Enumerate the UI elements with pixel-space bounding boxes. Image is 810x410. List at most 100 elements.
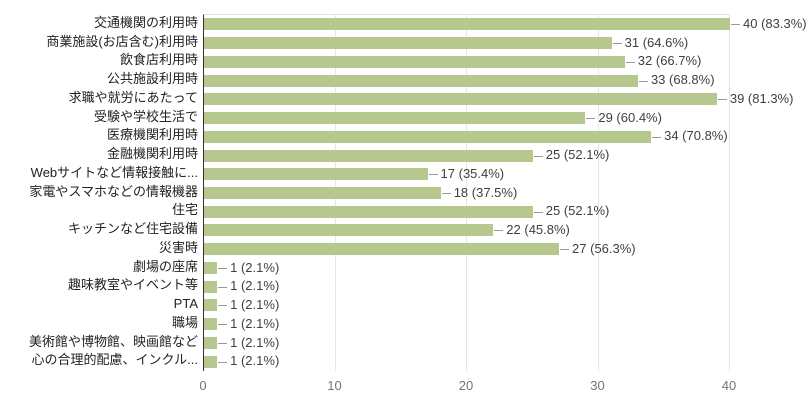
bar: [204, 37, 612, 50]
category-label: PTA: [173, 296, 198, 312]
bar-row: 34 (70.8%): [204, 127, 730, 146]
annotation-stem: [218, 324, 228, 326]
bar-row: 17 (35.4%): [204, 165, 730, 184]
annotation-stem: [218, 342, 228, 344]
bar-annotation: 22 (45.8%): [506, 222, 570, 238]
bar-row: 1 (2.1%): [204, 259, 730, 278]
bar: [204, 168, 428, 181]
bar-row: 1 (2.1%): [204, 277, 730, 296]
bar: [204, 55, 625, 68]
annotation-stem: [638, 80, 648, 82]
category-label: 災害時: [158, 239, 198, 255]
bar-row: 29 (60.4%): [204, 109, 730, 128]
bar-row: 1 (2.1%): [204, 296, 730, 315]
annotation-stem: [625, 61, 635, 63]
annotation-stem: [586, 118, 596, 120]
bar-row: 32 (66.7%): [204, 52, 730, 71]
gridline: [466, 15, 467, 371]
x-axis-tick-label: 40: [721, 378, 737, 393]
annotation-stem: [533, 155, 543, 157]
bar: [204, 149, 533, 162]
gridline: [729, 15, 730, 371]
bar-row: 25 (52.1%): [204, 202, 730, 221]
annotation-stem: [560, 249, 570, 251]
bar-row: 18 (37.5%): [204, 184, 730, 203]
bar-annotation: 29 (60.4%): [598, 109, 662, 125]
category-label: 劇場の座席: [132, 258, 198, 274]
bar: [204, 18, 730, 31]
bar-annotation: 40 (83.3%): [743, 16, 807, 31]
bar-annotation: 32 (66.7%): [637, 53, 702, 69]
category-label: 金融機関利用時: [106, 146, 198, 162]
bar: [204, 93, 717, 106]
category-label: 家電やスマホなどの情報機器: [29, 183, 198, 199]
category-label: 求職や就労にあたって: [68, 89, 198, 105]
x-axis-tick-label: 0: [199, 378, 207, 393]
annotation-stem: [731, 24, 740, 26]
bar-annotation: 1 (2.1%): [230, 353, 280, 369]
category-label: 趣味教室やイベント等: [67, 277, 198, 293]
category-label: 医療機関利用時: [106, 127, 198, 143]
annotation-stem: [612, 43, 622, 45]
bar-annotation: 1 (2.1%): [230, 278, 280, 294]
bar: [204, 130, 652, 143]
category-label: 交通機関の利用時: [93, 15, 198, 30]
x-axis-tick-label: 10: [327, 378, 342, 393]
annotation-stem: [218, 267, 228, 269]
x-axis: 0 10 20 30 40: [199, 370, 736, 400]
annotation-stem: [494, 230, 504, 232]
bar: [204, 280, 218, 293]
category-label: Webサイトなど情報接触に...: [30, 164, 198, 180]
bar-annotation: 1 (2.1%): [230, 334, 280, 350]
category-label: 住宅: [171, 202, 198, 218]
annotation-stem: [717, 99, 727, 101]
bar: [204, 318, 218, 331]
bar-row: 39 (81.3%): [204, 90, 793, 109]
x-axis-tick-label: 30: [590, 378, 605, 393]
bar-row: 31 (64.6%): [204, 34, 730, 53]
bar-annotation: 31 (64.6%): [624, 34, 689, 50]
bar: [204, 224, 494, 237]
bar-annotation: 39 (81.3%): [729, 90, 794, 106]
category-label: 受験や学校生活で: [93, 108, 198, 124]
category-label: 職場: [171, 314, 198, 330]
bar: [204, 355, 218, 368]
category-label: 商業施設(お店含む)利用時: [46, 33, 198, 49]
bar-row: 1 (2.1%): [204, 334, 730, 353]
annotation-stem: [428, 174, 438, 176]
bar-annotation: 34 (70.8%): [664, 128, 728, 144]
bar-annotation: 1 (2.1%): [230, 315, 280, 331]
bar-annotation: 1 (2.1%): [230, 297, 280, 313]
x-axis-tick-label: 20: [458, 378, 474, 393]
bar-row: 1 (2.1%): [204, 315, 730, 334]
bar-row: 1 (2.1%): [204, 352, 730, 371]
plot-area: 40 (83.3%) 31 (64.6%) 32 (66.7%) 33 (68.8%)…: [203, 14, 807, 371]
category-label: 美術館や博物館、映画館など: [28, 333, 198, 349]
category-labels-column: 交通機関の利用時商業施設(お店含む)利用時飲食店利用時公共施設利用時求職や就労に…: [0, 14, 198, 370]
bar: [204, 112, 586, 125]
gridline: [597, 15, 599, 371]
bar: [204, 74, 638, 87]
bar-annotation: 33 (68.8%): [650, 72, 715, 88]
bar-annotation: 18 (37.5%): [453, 184, 518, 200]
bar-row: 40 (83.3%): [204, 15, 807, 34]
annotation-stem: [218, 305, 228, 307]
bar-row: 22 (45.8%): [204, 221, 730, 240]
annotation-stem: [218, 361, 228, 363]
annotation-stem: [441, 192, 451, 194]
bar-row: 25 (52.1%): [204, 146, 730, 165]
bar: [204, 243, 560, 256]
category-label: 心の合理的配慮、インクル...: [31, 352, 198, 368]
category-label: 飲食店利用時: [119, 52, 198, 68]
bar-annotation: 17 (35.4%): [440, 165, 505, 181]
bar: [204, 261, 218, 274]
category-label: 公共施設利用時: [106, 71, 198, 87]
annotation-stem: [533, 211, 543, 213]
category-label: キッチンなど住宅設備: [67, 221, 198, 237]
bar-annotation: 25 (52.1%): [545, 147, 610, 163]
bar: [204, 186, 441, 199]
annotation-stem: [218, 286, 228, 288]
bar: [204, 336, 218, 349]
annotation-stem: [652, 136, 662, 138]
